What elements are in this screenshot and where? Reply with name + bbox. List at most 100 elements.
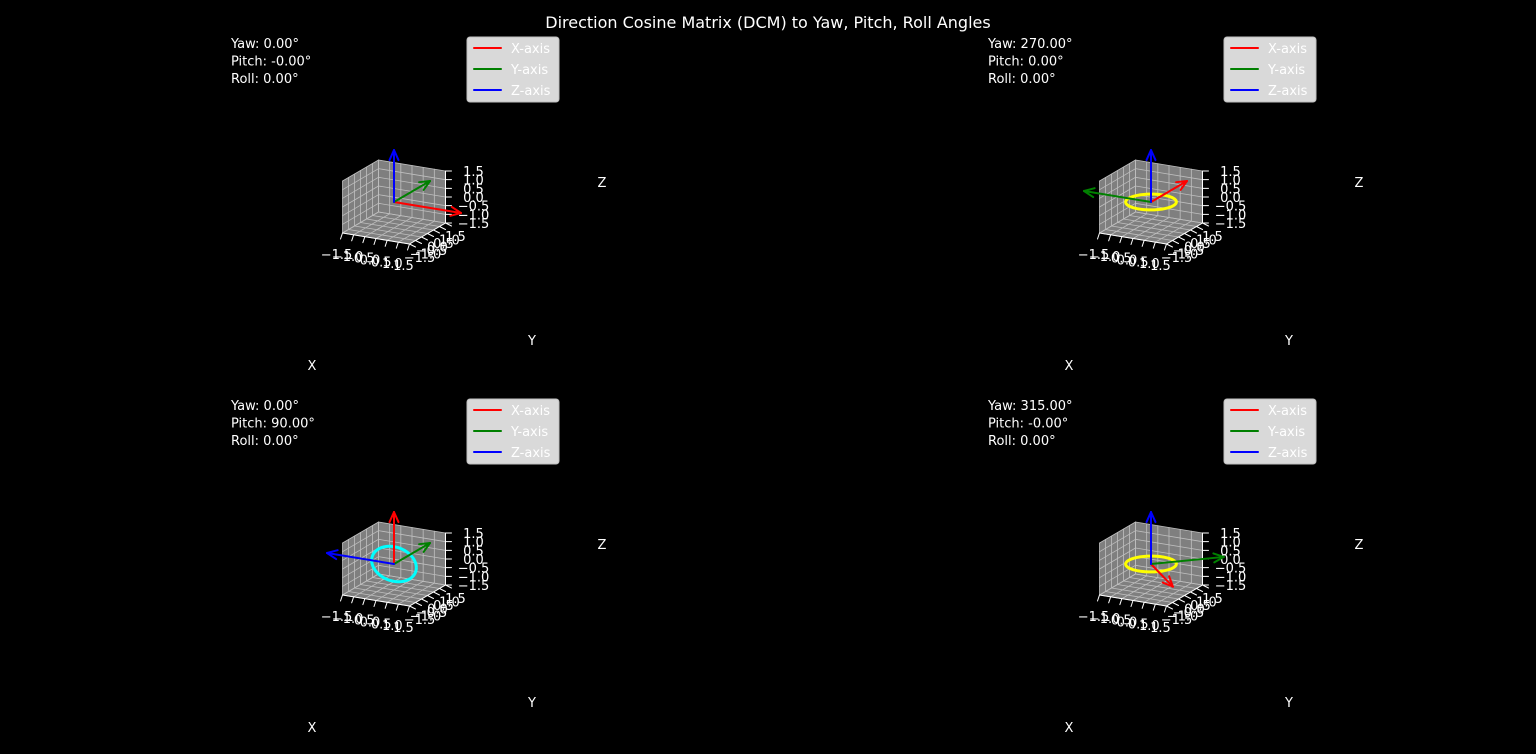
x-tick [340, 232, 344, 240]
y-tick [1183, 233, 1191, 237]
legend-label: Y-axis [510, 63, 548, 78]
y-tick [1177, 598, 1185, 603]
y-tick [426, 233, 434, 237]
y-tick [426, 595, 434, 599]
angle-annotation: Roll: 0.00° [231, 434, 299, 449]
x-tick-label: 0.5 [1128, 255, 1149, 270]
y-tick [438, 588, 446, 592]
gridline [1099, 168, 1136, 191]
x-tick-label: 0.0 [360, 615, 381, 630]
x-axis-head [1175, 180, 1188, 184]
y-tick [414, 240, 422, 244]
z-axis-head [1150, 511, 1157, 524]
x-axis-shaft [1150, 180, 1188, 203]
legend-label: X-axis [511, 42, 550, 57]
y-axis-shaft [1083, 189, 1152, 203]
x-tick [351, 234, 355, 242]
y-tick [408, 605, 416, 610]
angle-annotation: Roll: 0.00° [988, 72, 1056, 87]
z-axis-head [1145, 511, 1152, 524]
z-tick-label: 0.0 [1220, 191, 1241, 206]
y-axis-arrow [393, 542, 431, 565]
x-tick-label: −0.5 [1100, 252, 1132, 267]
x-tick [373, 599, 377, 607]
x-tick [351, 596, 355, 604]
z-tick-label: −1.0 [458, 570, 490, 585]
x-tick-label: 0.0 [360, 253, 381, 268]
z-tick-label: 1.0 [463, 536, 484, 551]
angle-annotation: Pitch: 0.00° [988, 55, 1064, 70]
z-tick-label: 1.5 [1220, 527, 1241, 542]
z-tick-label: 1.0 [1220, 536, 1241, 551]
y-tick-label: 0.0 [1184, 241, 1205, 256]
x-axis-arrow [1150, 180, 1188, 203]
z-axis-head [393, 149, 400, 162]
x-tick-label: −1.0 [332, 250, 364, 265]
gridline [378, 573, 446, 586]
x-tick [1141, 601, 1145, 609]
legend-box [1223, 36, 1317, 103]
gridline [378, 530, 446, 543]
x-tick [1119, 598, 1123, 606]
gridline [1135, 211, 1203, 224]
y-tick [1195, 226, 1203, 230]
y-tick-label: −0.5 [416, 244, 448, 259]
x-tick [406, 605, 410, 613]
gridline [1135, 159, 1203, 172]
z-tick-label: −0.5 [1215, 200, 1247, 215]
x-tick-label: −1.5 [321, 610, 353, 625]
x-tick [1119, 236, 1123, 244]
x-tick-label: 0.0 [1117, 615, 1138, 630]
x-tick [373, 237, 377, 245]
legend-label: X-axis [1268, 404, 1307, 419]
z-tick-label: −1.0 [1215, 208, 1247, 223]
y-tick-label: −0.5 [1173, 606, 1205, 621]
y-tick [414, 602, 422, 606]
angle-annotation: Yaw: 270.00° [987, 37, 1073, 52]
z-tick-label: 1.0 [1220, 174, 1241, 189]
x-tick [1130, 237, 1134, 245]
x-axis-shaft [393, 201, 462, 215]
x-tick [1108, 596, 1112, 604]
x-tick-label: −1.5 [321, 248, 353, 263]
x-tick [1097, 594, 1101, 602]
angle-annotation: Yaw: 315.00° [987, 399, 1073, 414]
x-tick [362, 598, 366, 606]
x-tick [384, 239, 388, 247]
z-axis-arrow [388, 149, 400, 203]
z-tick-label: −1.5 [458, 579, 490, 594]
y-tick-label: 0.0 [427, 603, 448, 618]
y-axis-arrow [1150, 552, 1225, 565]
z-tick-label: 0.5 [463, 544, 484, 559]
legend-box [466, 398, 560, 465]
angle-annotation: Yaw: 0.00° [230, 399, 299, 414]
y-tick-label: −1.0 [410, 610, 442, 625]
z-tick-label: 1.5 [463, 527, 484, 542]
x-tick-label: 1.0 [1139, 257, 1160, 272]
legend-label: X-axis [1268, 42, 1307, 57]
y-tick-label: 0.0 [1184, 603, 1205, 618]
subplot-3: −1.5−1.0−0.50.00.51.01.5−1.5−1.0−0.50.00… [230, 398, 607, 736]
y-tick-label: −0.5 [416, 606, 448, 621]
gridline [1099, 530, 1136, 553]
x-tick [362, 236, 366, 244]
x-axis-arrow [388, 511, 400, 565]
z-axis-head [326, 551, 338, 561]
subplot-4: −1.5−1.0−0.50.00.51.01.5−1.5−1.0−0.50.00… [987, 398, 1364, 736]
x-axis-label: X [1065, 359, 1074, 374]
y-tick [1183, 595, 1191, 599]
y-axis-label: Y [527, 334, 536, 349]
y-axis-head [422, 542, 431, 553]
y-axis-head [1083, 187, 1096, 192]
gridline [342, 168, 379, 191]
legend-label: Z-axis [1268, 446, 1308, 461]
subplot-grid: −1.5−1.0−0.50.00.51.01.5−1.5−1.0−0.50.00… [230, 36, 1364, 736]
x-tick-label: 1.0 [382, 257, 403, 272]
legend: X-axis Y-axis Z-axis [1223, 36, 1317, 103]
y-axis-label: Y [1284, 696, 1293, 711]
z-tick-label: 1.5 [1220, 165, 1241, 180]
x-axis-shaft [1150, 563, 1174, 588]
z-axis-arrow [326, 549, 395, 565]
gridline [1135, 573, 1203, 586]
